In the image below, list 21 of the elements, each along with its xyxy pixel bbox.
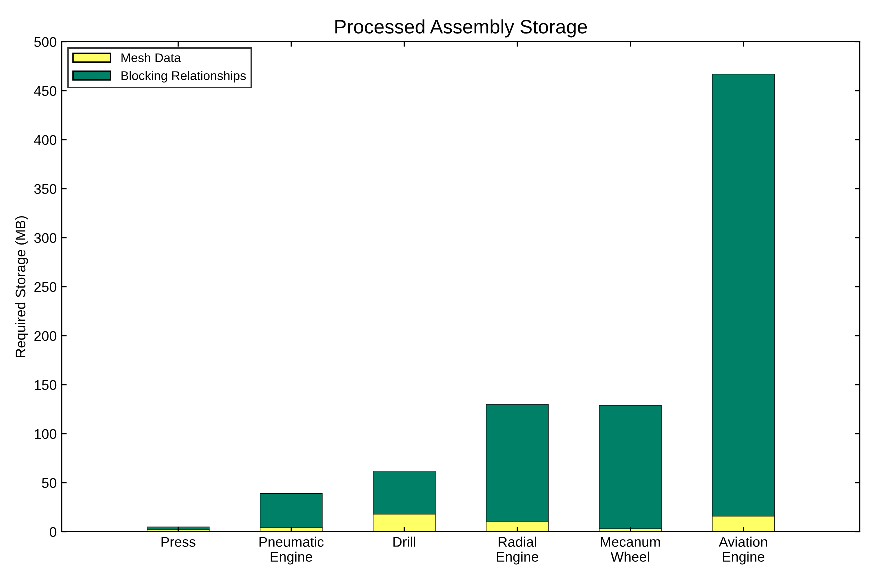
- y-tick-label: 150: [35, 380, 57, 390]
- y-tick-label: 200: [34, 331, 57, 342]
- y-axis-title: Required Storage (MB): [15, 216, 28, 358]
- x-tick-label: Press: [162, 537, 196, 548]
- y-tick-label: 50: [42, 478, 57, 488]
- y-tick-label: 350: [34, 184, 57, 194]
- x-tick-label: Drill: [394, 536, 416, 547]
- y-tick-label: 300: [34, 233, 57, 244]
- y-tick-label: 400: [34, 135, 57, 146]
- x-tick-label: Mecanum Wheel: [601, 537, 660, 562]
- legend-label: Blocking Relationships: [122, 71, 246, 83]
- y-tick-label: 500: [34, 37, 57, 48]
- x-tick-label: Radial Engine: [497, 536, 539, 565]
- legend-label: Mesh Data: [122, 53, 182, 62]
- y-tick-label: 250: [34, 282, 57, 292]
- chart-title: Processed Assembly Storage: [336, 20, 588, 38]
- y-tick-label: 100: [35, 429, 57, 440]
- x-tick-label: Aviation Engine: [719, 536, 768, 565]
- y-tick-label: 450: [34, 86, 57, 96]
- x-tick-label: Pneumatic Engine: [260, 536, 324, 565]
- y-tick-label: 0: [50, 527, 57, 538]
